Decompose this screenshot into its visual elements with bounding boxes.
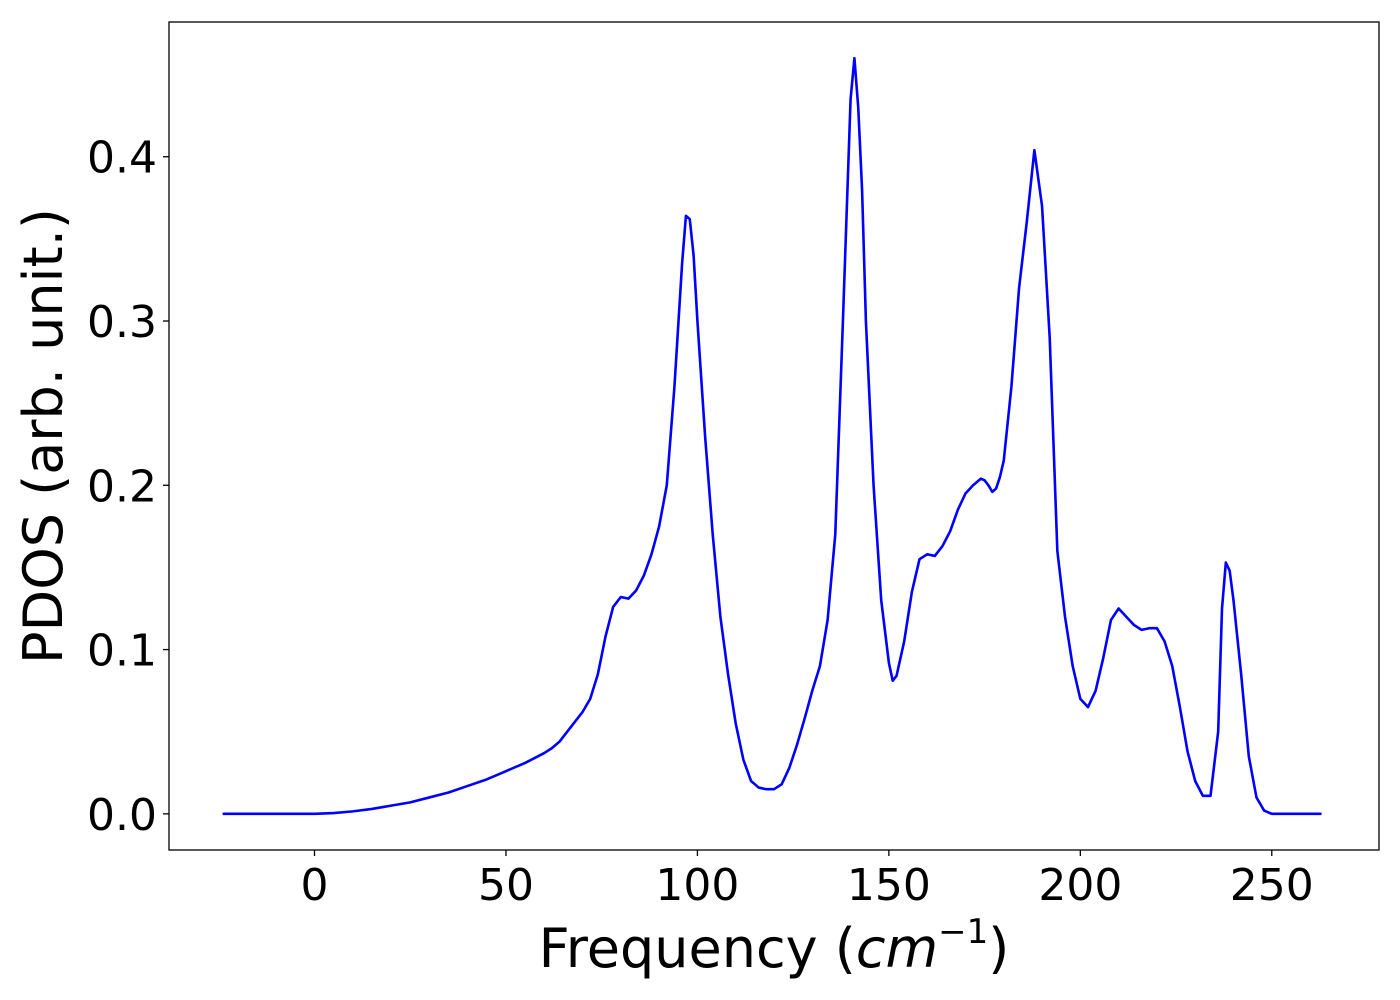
y-tick-label: 0.1: [87, 626, 157, 677]
x-axis-label-prefix: Frequency (: [539, 917, 856, 980]
data-series: [222, 56, 1322, 816]
y-tick-label: 0.0: [87, 790, 157, 841]
x-tick-label: 250: [1230, 860, 1314, 911]
plot-frame: [168, 21, 1380, 851]
x-tick-label: 50: [478, 860, 534, 911]
pdos-series-line: [222, 56, 1322, 816]
x-axis-label-unit: cm: [856, 917, 938, 980]
x-axis-label-suffix: ): [988, 917, 1009, 980]
x-axis-ticks: 0 50 100 150 200 250: [301, 850, 1314, 911]
x-axis-label: Frequency (cm−1): [539, 912, 1010, 980]
x-tick-label: 150: [847, 860, 931, 911]
x-tick-label: 0: [301, 860, 329, 911]
y-axis-ticks: 0.0 0.1 0.2 0.3 0.4: [87, 133, 169, 841]
y-tick-label: 0.3: [87, 297, 157, 348]
y-axis-label: PDOS (arb. unit.): [12, 208, 75, 664]
y-tick-label: 0.2: [87, 461, 157, 512]
y-tick-label: 0.4: [87, 133, 157, 184]
x-tick-label: 200: [1038, 860, 1122, 911]
x-axis-label-unit-exponent: −1: [938, 912, 988, 952]
x-tick-label: 100: [655, 860, 739, 911]
